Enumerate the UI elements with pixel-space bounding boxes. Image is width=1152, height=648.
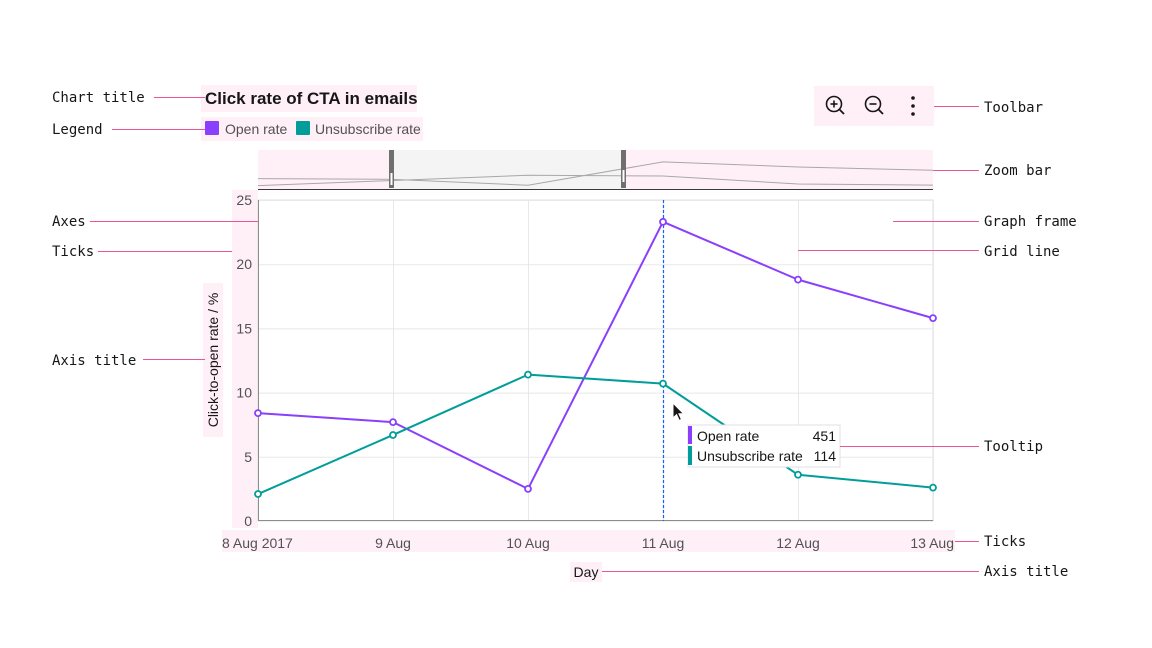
- legend-item-open-rate[interactable]: Open rate: [205, 121, 287, 137]
- x-tick-label: 9 Aug: [375, 535, 411, 551]
- tooltip-swatch-open-rate: [688, 426, 692, 444]
- data-point-open-rate[interactable]: [795, 277, 801, 283]
- zoom-bar-left-handle[interactable]: [389, 150, 394, 188]
- y-tick-label: 5: [244, 449, 252, 465]
- tooltip: Open rate 451 Unsubscribe rate 114: [688, 425, 840, 467]
- data-point-unsubscribe-rate[interactable]: [795, 472, 801, 478]
- y-axis-title: Click-to-open rate / %: [205, 293, 221, 428]
- mouse-cursor-icon: [673, 403, 684, 420]
- tooltip-label-open-rate: Open rate: [697, 428, 759, 444]
- callout-ticks-y: Ticks: [52, 244, 94, 260]
- callout-axes: Axes: [52, 214, 86, 230]
- callout-graph-frame: Graph frame: [984, 214, 1077, 230]
- data-point-unsubscribe-rate[interactable]: [255, 491, 261, 497]
- y-tick-label: 10: [236, 385, 252, 401]
- data-point-unsubscribe-rate[interactable]: [390, 432, 396, 438]
- data-point-open-rate[interactable]: [255, 410, 261, 416]
- data-point-open-rate[interactable]: [930, 315, 936, 321]
- y-tick-label: 0: [244, 513, 252, 529]
- y-tick-label: 20: [236, 256, 252, 272]
- data-point-open-rate[interactable]: [660, 219, 666, 225]
- tooltip-value-open-rate: 451: [813, 428, 837, 444]
- data-point-open-rate[interactable]: [525, 486, 531, 492]
- x-tick-label: 11 Aug: [642, 535, 685, 551]
- callout-ticks-x: Ticks: [984, 534, 1026, 550]
- callout-chart-title: Chart title: [52, 90, 145, 106]
- callout-tooltip: Tooltip: [984, 439, 1043, 455]
- legend-swatch-open-rate: [205, 121, 219, 135]
- callout-toolbar: Toolbar: [984, 100, 1043, 116]
- x-tick-label: 12 Aug: [776, 535, 820, 551]
- overflow-menu-button[interactable]: [911, 96, 915, 116]
- overflow-menu-icon: [911, 96, 915, 116]
- callout-axis-title-x: Axis title: [984, 564, 1068, 580]
- data-point-unsubscribe-rate[interactable]: [660, 381, 666, 387]
- x-tick-label: 10 Aug: [506, 535, 550, 551]
- y-tick-label: 15: [236, 320, 252, 336]
- callout-legend: Legend: [52, 122, 103, 138]
- tooltip-value-unsubscribe-rate: 114: [814, 448, 837, 464]
- x-ticks-highlight: [222, 530, 955, 552]
- y-tick-label: 25: [236, 192, 252, 208]
- chart-title: Click rate of CTA in emails: [205, 89, 418, 108]
- legend-label-unsubscribe-rate: Unsubscribe rate: [315, 121, 421, 137]
- zoom-bar-right-handle[interactable]: [621, 150, 626, 188]
- x-tick-label: 13 Aug: [910, 535, 954, 551]
- y-ticks-highlight: [232, 190, 258, 528]
- legend-item-unsubscribe-rate[interactable]: Unsubscribe rate: [296, 121, 421, 137]
- x-axis-title: Day: [574, 564, 599, 580]
- callout-axis-title-y: Axis title: [52, 353, 136, 369]
- tooltip-label-unsubscribe-rate: Unsubscribe rate: [697, 448, 803, 464]
- data-point-open-rate[interactable]: [390, 419, 396, 425]
- legend-swatch-unsubscribe-rate: [296, 121, 310, 135]
- toolbar-highlight: [814, 86, 934, 126]
- callout-grid-line: Grid line: [984, 244, 1060, 260]
- data-point-unsubscribe-rate[interactable]: [930, 485, 936, 491]
- grid-lines: [258, 200, 934, 521]
- x-tick-label: 8 Aug 2017: [222, 535, 293, 551]
- callout-zoom-bar: Zoom bar: [984, 163, 1051, 179]
- graph-frame: [258, 200, 933, 521]
- legend-label-open-rate: Open rate: [225, 121, 287, 137]
- tooltip-swatch-unsubscribe-rate: [688, 446, 692, 465]
- data-point-unsubscribe-rate[interactable]: [525, 372, 531, 378]
